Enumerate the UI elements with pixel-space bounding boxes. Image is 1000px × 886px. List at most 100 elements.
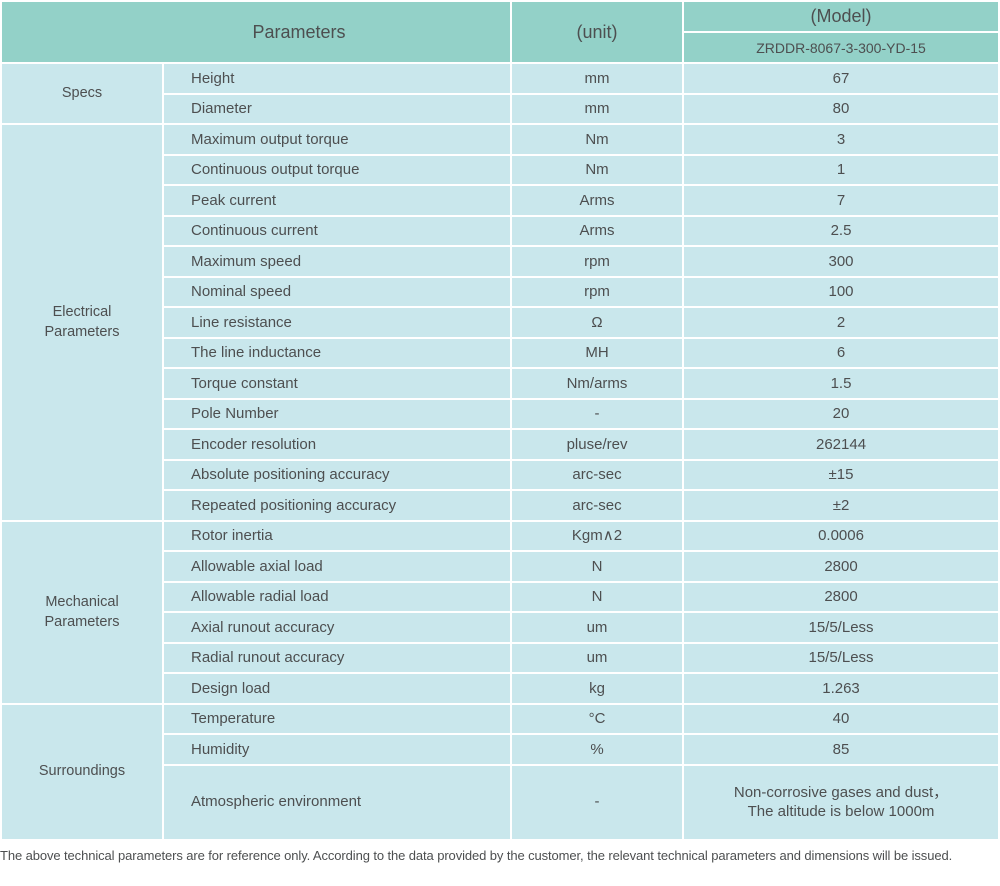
table-header-row-1: Parameters (unit) (Model) (2, 2, 999, 62)
value-cell: 20 (684, 399, 999, 428)
name-cell: Encoder resolution (164, 430, 511, 459)
name-cell: Maximum output torque (164, 125, 511, 154)
name-cell: Humidity (164, 735, 511, 764)
table-row: Continuous output torque Nm 1 (2, 155, 999, 184)
unit-cell: kg (512, 674, 683, 703)
unit-cell: - (512, 765, 683, 839)
name-cell: Atmospheric environment (164, 765, 511, 839)
value-cell: 7 (684, 186, 999, 215)
value-cell: ±2 (684, 491, 999, 520)
name-cell: Design load (164, 674, 511, 703)
table-row: Encoder resolution pluse/rev 262144 (2, 430, 999, 459)
unit-cell: pluse/rev (512, 430, 683, 459)
group-cell: Surroundings (2, 704, 162, 839)
unit-cell: - (512, 399, 683, 428)
unit-cell: Arms (512, 186, 683, 215)
unit-cell: Nm (512, 155, 683, 184)
unit-cell: MH (512, 338, 683, 367)
table-row: The line inductance MH 6 (2, 338, 999, 367)
value-cell: 262144 (684, 430, 999, 459)
group-cell: Mechanical Parameters (2, 521, 162, 703)
name-cell: Line resistance (164, 308, 511, 337)
table-row: Humidity% 85 (2, 735, 999, 764)
name-cell: Pole Number (164, 399, 511, 428)
table-row: Diameter mm 80 (2, 94, 999, 123)
table-row: Nominal speed rpm 100 (2, 277, 999, 306)
table-row: Maximum speed rpm 300 (2, 247, 999, 276)
value-cell: 15/5/Less (684, 643, 999, 672)
unit-cell: % (512, 735, 683, 764)
name-cell: Height (164, 64, 511, 93)
name-cell: Axial runout accuracy (164, 613, 511, 642)
value-cell: 100 (684, 277, 999, 306)
table-row: Mechanical Parameters Rotor inertia Kgm∧2 0… (2, 521, 999, 703)
name-cell: Torque constant (164, 369, 511, 398)
value-cell: 15/5/Less (684, 613, 999, 642)
table-header: Parameters (unit) (Model) ZRDDR-8067-3-3… (2, 2, 999, 62)
value-cell: 40 (684, 704, 999, 733)
name-cell: Radial runout accuracy (164, 643, 511, 672)
unit-cell: Ω (512, 308, 683, 337)
value-cell: 85 (684, 735, 999, 764)
value-cell: 2800 (684, 582, 999, 611)
name-cell: Absolute positioning accuracy (164, 460, 511, 489)
unit-cell: Kgm∧2 (512, 521, 683, 550)
unit-cell: rpm (512, 277, 683, 306)
value-cell: 3 (684, 125, 999, 154)
table-row: Pole Number -20 (2, 399, 999, 428)
group-cell: Specs (2, 64, 162, 123)
value-cell: 1.263 (684, 674, 999, 703)
value-cell: 0.0006 (684, 521, 999, 550)
group-cell: Electrical Parameters (2, 125, 162, 520)
table-header-row-2: ZRDDR-8067-3-300-YD-15 (2, 33, 999, 62)
name-cell: The line inductance (164, 338, 511, 367)
value-cell: 67 (684, 64, 999, 93)
name-cell: Continuous output torque (164, 155, 511, 184)
table-row: Torque constant Nm/arms 1.5 (2, 369, 999, 398)
unit-cell: um (512, 613, 683, 642)
table-row: Continuous current Arms 2.5 (2, 216, 999, 245)
table-row: Peak current Arms 7 (2, 186, 999, 215)
value-cell: 2.5 (684, 216, 999, 245)
table-row: Design load kg 1.263 (2, 674, 999, 703)
table-row: Allowable radial load N 2800 (2, 582, 999, 611)
value-cell: ±15 (684, 460, 999, 489)
unit-cell: mm (512, 64, 683, 93)
table-row: Electrical Parameters Maximum output torq… (2, 125, 999, 520)
unit-cell: rpm (512, 247, 683, 276)
column-header-model: (Model) (684, 2, 999, 31)
name-cell: Continuous current (164, 216, 511, 245)
name-cell: Allowable axial load (164, 552, 511, 581)
unit-cell: Nm (512, 125, 683, 154)
value-cell: 6 (684, 338, 999, 367)
table-row: Repeated positioning accuracy arc-sec ±2 (2, 491, 999, 520)
name-cell: Temperature (164, 704, 511, 733)
value-cell: Non-corrosive gases and dust， The altitu… (684, 765, 999, 839)
column-header-unit: (unit) (512, 2, 683, 62)
spec-table: Parameters (unit) (Model) ZRDDR-8067-3-3… (2, 2, 999, 839)
unit-cell: arc-sec (512, 491, 683, 520)
table-row: Axial runout accuracy um 15/5/Less (2, 613, 999, 642)
value-cell: 2 (684, 308, 999, 337)
footer-note: The above technical parameters are for r… (0, 847, 953, 863)
table-row: Surroundings Temperature °C 40 (2, 704, 999, 839)
unit-cell: N (512, 582, 683, 611)
name-cell: Nominal speed (164, 277, 511, 306)
table-row: Absolute positioning accuracy arc-sec ±15 (2, 460, 999, 489)
value-cell: 2800 (684, 552, 999, 581)
value-cell: 300 (684, 247, 999, 276)
table-row: Radial runout accuracy um 15/5/Less (2, 643, 999, 672)
name-cell: Rotor inertia (164, 521, 511, 550)
table-row: Allowable axial load N 2800 (2, 552, 999, 581)
table-row: Atmospheric environment - Non-corrosive ga… (2, 765, 999, 839)
unit-cell: °C (512, 704, 683, 733)
unit-cell: arc-sec (512, 460, 683, 489)
name-cell: Diameter (164, 94, 511, 123)
model-number: ZRDDR-8067-3-300-YD-15 (684, 33, 999, 62)
value-cell: 1.5 (684, 369, 999, 398)
table-body: Specs Height mm 67 Diameter mm 80 Electrical Pa… (2, 64, 999, 839)
table-row: Specs Height mm 67 (2, 64, 999, 123)
unit-cell: Arms (512, 216, 683, 245)
unit-cell: N (512, 552, 683, 581)
table-row: Line resistance Ω 2 (2, 308, 999, 337)
